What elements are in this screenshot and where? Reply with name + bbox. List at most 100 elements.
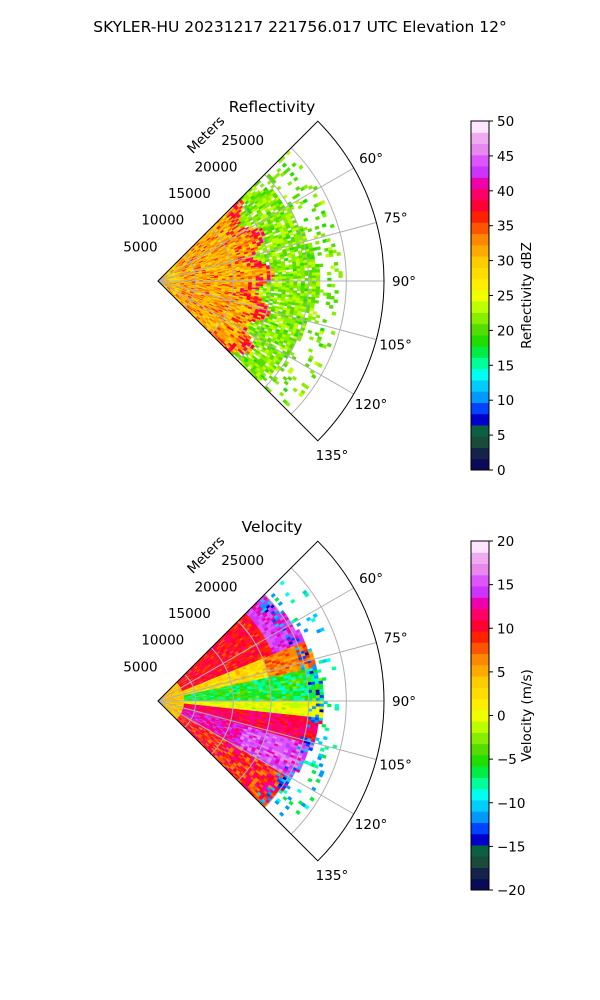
colorbar-swatch <box>471 154 489 167</box>
radar-cell <box>293 248 299 253</box>
radar-cell <box>289 171 295 177</box>
radar-cell <box>293 285 298 289</box>
radar-cell <box>319 289 324 293</box>
colorbar-tick-label: 30 <box>497 254 514 270</box>
colorbar-tick-label: 35 <box>497 219 514 235</box>
radar-cell <box>315 269 320 273</box>
velocity-plot: 500010000150002000025000Meters60°75°90°1… <box>123 533 416 884</box>
radar-cell <box>278 282 283 286</box>
colorbar-tick-label: 20 <box>497 323 514 339</box>
colorbar-swatch <box>471 301 489 313</box>
radar-cell <box>315 286 321 290</box>
colorbar-swatch <box>471 413 489 426</box>
radar-cell <box>328 304 334 309</box>
radar-cell <box>300 275 306 279</box>
radar-cell <box>274 270 279 274</box>
colorbar-swatch <box>471 222 489 235</box>
colorbar-swatch <box>471 289 489 302</box>
radar-cell <box>263 276 268 280</box>
radar-cell <box>248 277 253 280</box>
radar-cell <box>287 259 293 263</box>
radar-cell <box>332 249 337 254</box>
radar-cell <box>331 283 336 288</box>
radar-cell <box>263 275 268 278</box>
radar-cell <box>296 285 302 289</box>
radar-cell <box>308 275 313 279</box>
colorbar-tick-label: 50 <box>497 114 514 130</box>
azimuth-tick-label: 90° <box>392 274 416 290</box>
radar-cell <box>275 254 281 259</box>
radar-cell <box>291 162 297 168</box>
colorbar-swatch <box>471 233 489 246</box>
radar-cell <box>316 246 321 251</box>
colorbar-swatch <box>471 121 489 133</box>
radar-cell <box>285 282 290 286</box>
colorbar-swatch <box>471 211 489 223</box>
azimuth-tick-label: 60° <box>359 151 383 167</box>
radar-cell <box>327 271 332 276</box>
radar-cell <box>315 294 320 299</box>
radar-cell <box>307 329 313 334</box>
colorbar-tick-label: 5 <box>497 428 506 444</box>
radar-cell <box>300 270 305 274</box>
radar-cell <box>307 348 314 353</box>
figure-title: SKYLER-HU 20231217 221756.017 UTC Elevat… <box>93 18 507 36</box>
colorbar-tick-label: 40 <box>497 184 514 200</box>
radar-cell <box>291 375 298 381</box>
azimuth-tick-label: 75° <box>384 210 408 226</box>
radar-cell <box>300 273 306 277</box>
radar-cell <box>327 283 332 288</box>
radar-cell <box>325 237 331 243</box>
radar-cell <box>325 301 331 306</box>
colorbar-tick-label: 45 <box>497 149 514 165</box>
radar-cell <box>297 204 303 210</box>
radar-cell <box>312 310 318 315</box>
radar-cell <box>325 253 330 258</box>
radar-cell <box>278 391 285 397</box>
radar-cell <box>285 271 290 275</box>
radar-cell <box>311 373 317 380</box>
radar-cell <box>300 267 305 272</box>
colorbar-swatch <box>471 334 489 347</box>
colorbar-swatch <box>471 244 489 257</box>
colorbar-swatch <box>471 278 489 291</box>
colorbar-swatch <box>471 402 489 415</box>
radar-cell <box>293 273 298 277</box>
radar-cell <box>314 331 320 337</box>
radar-cell <box>300 288 305 292</box>
radar-cell <box>298 164 304 170</box>
colorbar-swatch <box>471 458 489 471</box>
radar-cell <box>293 275 298 279</box>
colorbar-swatch <box>471 357 489 370</box>
radar-cell <box>296 273 302 277</box>
radar-cell <box>333 261 339 266</box>
radar-cell <box>289 271 294 275</box>
radar-cell <box>312 283 317 287</box>
radar-cell <box>293 176 299 182</box>
radar-cell <box>336 251 342 257</box>
range-tick-label: 15000 <box>168 186 211 202</box>
radar-cell <box>300 285 306 289</box>
radar-cell <box>330 243 336 248</box>
radar-cell <box>321 223 327 228</box>
colorbar-tick-label: 10 <box>497 393 514 409</box>
radar-cell <box>293 271 298 275</box>
reflectivity-title: Reflectivity <box>229 98 316 116</box>
radar-cell <box>311 316 317 321</box>
radar-cell <box>277 289 283 293</box>
colorbar-tick-label: 15 <box>497 358 514 374</box>
colorbar-swatch <box>471 188 489 201</box>
radar-cell <box>326 342 332 348</box>
azimuth-tick-label: 135° <box>316 448 349 464</box>
radar-cell <box>285 276 290 280</box>
radar-cell <box>311 207 317 213</box>
radar-cell <box>334 268 339 272</box>
radar-cell <box>326 295 331 300</box>
radar-cell <box>326 292 332 297</box>
colorbar-swatch <box>471 177 489 190</box>
radar-cell <box>314 225 320 231</box>
radar-cell <box>285 289 290 293</box>
radar-cell <box>287 254 292 259</box>
radar-cell <box>283 380 289 386</box>
